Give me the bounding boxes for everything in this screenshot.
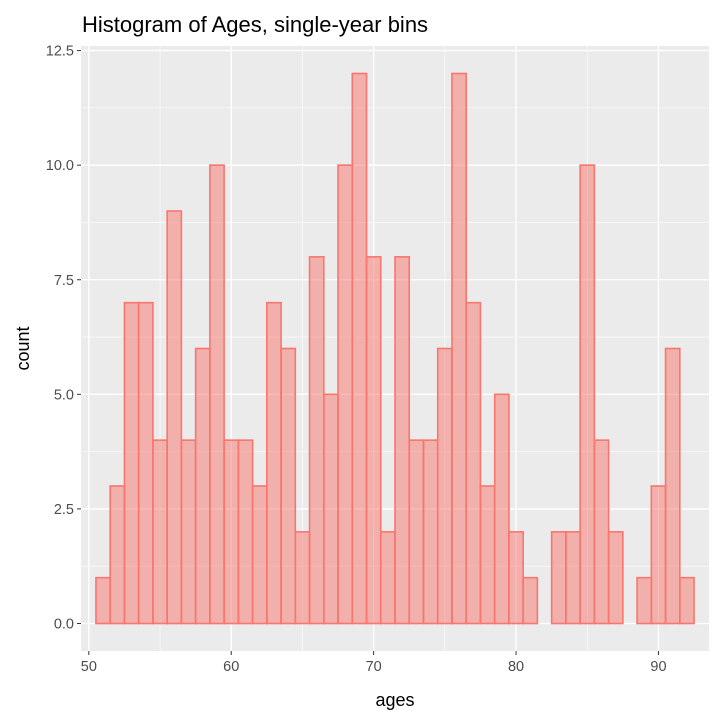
histogram-bar — [109, 485, 126, 625]
histogram-bar — [180, 439, 197, 625]
histogram-bar — [451, 72, 468, 625]
x-axis: 50 60 70 80 90 — [81, 651, 667, 675]
histogram-bar — [351, 72, 368, 625]
x-tick-label: 90 — [650, 659, 666, 675]
histogram-bar — [166, 210, 183, 625]
y-tick-label: 0.0 — [54, 617, 74, 633]
histogram-bar — [379, 531, 396, 625]
histogram-bar — [607, 531, 624, 625]
histogram-bar — [550, 531, 567, 625]
histogram-bar — [308, 256, 325, 625]
histogram-bar — [394, 256, 411, 625]
histogram-bar — [636, 576, 653, 625]
y-tick-label: 12.5 — [46, 44, 74, 60]
histogram-bar — [152, 439, 168, 625]
histogram-bar — [365, 256, 382, 625]
x-tick-label: 80 — [508, 659, 524, 675]
y-tick-label: 7.5 — [54, 273, 74, 289]
histogram-bar — [479, 485, 496, 625]
y-tick-label: 5.0 — [54, 387, 74, 403]
x-axis-title: ages — [375, 690, 414, 710]
histogram-bar — [579, 164, 596, 625]
histogram-bar — [422, 439, 439, 625]
histogram-bar — [194, 347, 211, 625]
histogram-bar — [650, 485, 667, 625]
histogram-bar — [237, 439, 254, 625]
histogram-bar — [209, 164, 225, 625]
x-tick-label: 50 — [81, 659, 97, 675]
histogram-bar — [565, 531, 581, 625]
histogram-bar — [508, 531, 524, 625]
histogram-bar — [294, 531, 311, 625]
histogram-bar — [137, 301, 154, 625]
histogram-bar — [593, 439, 610, 625]
histogram-bar — [679, 576, 695, 625]
x-tick-label: 60 — [223, 659, 239, 675]
histogram-bar — [266, 301, 282, 625]
histogram-bar — [280, 347, 297, 625]
histogram-bar — [522, 576, 539, 625]
histogram-bar — [322, 393, 339, 625]
x-tick-label: 70 — [366, 659, 382, 675]
chart-title: Histogram of Ages, single-year bins — [82, 12, 428, 37]
y-axis: 0.0 2.5 5.0 7.5 10.0 12.5 — [46, 44, 81, 633]
y-axis-title: count — [13, 326, 33, 370]
histogram-bar — [251, 485, 268, 625]
histogram-bar — [408, 439, 425, 625]
y-tick-label: 10.0 — [46, 158, 74, 174]
histogram-bars — [95, 72, 695, 625]
histogram-bar — [664, 347, 681, 625]
histogram-bar — [223, 439, 240, 625]
histogram-bar — [493, 393, 510, 625]
histogram-bar — [95, 576, 111, 625]
histogram-bar — [123, 301, 140, 625]
y-tick-label: 2.5 — [54, 502, 74, 518]
histogram-bar — [465, 301, 482, 625]
histogram-bar — [337, 164, 354, 625]
histogram-bar — [436, 347, 453, 625]
